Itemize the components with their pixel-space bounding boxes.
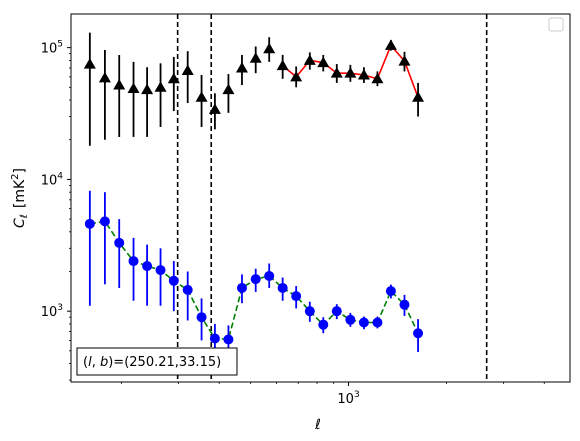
data-point-circle: [331, 306, 342, 317]
data-point-triangle: [290, 70, 303, 82]
data-point-triangle: [317, 56, 330, 68]
data-point-circle: [345, 314, 356, 325]
data-point-triangle: [83, 58, 96, 69]
y-tick-label: 104: [41, 171, 64, 188]
data-point-triangle: [235, 62, 248, 73]
data-point-circle: [114, 237, 125, 248]
data-point-triangle: [412, 91, 425, 102]
x-tick-label: 103: [337, 390, 359, 407]
data-point-circle: [413, 328, 424, 339]
data-point-circle: [304, 306, 315, 317]
data-point-circle: [358, 317, 369, 328]
annotation-box: [76, 347, 238, 376]
data-point-circle: [142, 261, 153, 272]
data-point-circle: [84, 218, 95, 229]
data-point-triangle: [249, 52, 262, 63]
data-point-circle: [155, 265, 166, 276]
data-point-circle: [264, 270, 275, 281]
plot-area: [83, 14, 488, 382]
data-point-circle: [168, 275, 179, 286]
data-point-circle: [128, 256, 139, 267]
data-point-circle: [372, 317, 383, 328]
data-point-circle: [99, 216, 110, 227]
data-point-circle: [277, 282, 288, 293]
data-point-circle: [236, 282, 247, 293]
data-point-triangle: [167, 72, 180, 84]
data-point-triangle: [127, 82, 140, 93]
data-point-circle: [250, 274, 261, 285]
data-point-triangle: [357, 68, 370, 80]
data-point-triangle: [276, 59, 289, 71]
y-tick-label: 105: [41, 40, 63, 57]
series-1: [83, 32, 425, 146]
annotation-text: (l, b)=(250.21,33.15): [83, 355, 221, 370]
data-point-circle: [385, 286, 396, 297]
data-point-circle: [318, 319, 329, 330]
data-point-circle: [399, 299, 410, 310]
data-point-triangle: [263, 42, 276, 54]
data-point-triangle: [208, 103, 221, 114]
data-point-triangle: [371, 72, 384, 84]
axis-ticks: 103 104 105 103: [41, 40, 545, 407]
data-point-circle: [182, 284, 193, 295]
axes-frame: [70, 13, 571, 383]
y-axis-label: Cℓ[mK2]: [10, 168, 30, 228]
y-tick-label: 103: [41, 303, 63, 320]
data-point-triangle: [398, 55, 411, 66]
annotation: (l, b)=(250.21,33.15): [76, 347, 238, 376]
data-point-triangle: [98, 71, 111, 83]
data-point-triangle: [222, 83, 235, 95]
data-point-circle: [196, 312, 207, 323]
data-point-triangle: [303, 54, 316, 65]
data-point-triangle: [195, 91, 208, 102]
data-point-triangle: [141, 83, 154, 95]
data-point-triangle: [344, 67, 357, 78]
data-point-triangle: [330, 67, 343, 78]
data-point-triangle: [181, 64, 194, 76]
data-point-circle: [223, 334, 234, 345]
data-point-circle: [291, 291, 302, 302]
x-axis-label: ℓ: [314, 417, 321, 433]
legend-box: [548, 17, 564, 32]
data-point-triangle: [113, 79, 126, 90]
data-point-triangle: [154, 81, 167, 92]
data-point-triangle: [384, 39, 397, 50]
data-point-circle: [209, 333, 220, 344]
series-2: [84, 190, 424, 360]
